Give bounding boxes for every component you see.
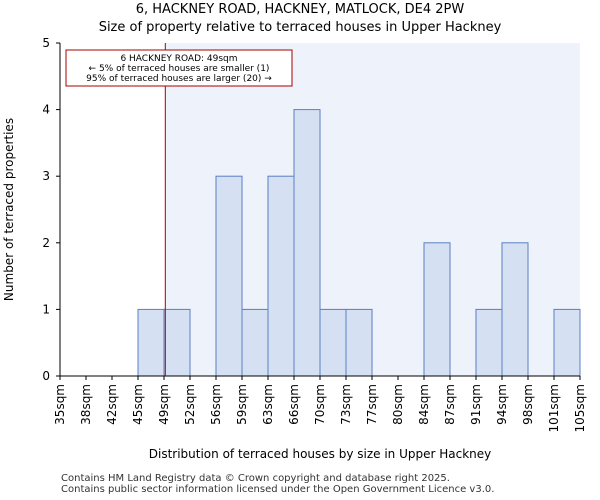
bar-91sqm [475, 308, 503, 377]
x-tick-label: 35sqm [53, 384, 67, 425]
annotation-box [65, 49, 293, 87]
bar-59sqm [241, 308, 269, 377]
x-tick-label: 38sqm [79, 384, 93, 425]
x-tick-label: 91sqm [469, 384, 483, 425]
x-tick-label: 101sqm [547, 384, 561, 432]
x-tick-label: 45sqm [131, 384, 145, 425]
bar-84sqm [423, 242, 451, 377]
x-tick-label: 59sqm [235, 384, 249, 425]
x-tick-label: 77sqm [365, 384, 379, 425]
bar-56sqm [215, 175, 243, 377]
y-tick-label: 5 [42, 36, 50, 50]
y-axis-title: Number of terraced properties [2, 118, 16, 301]
x-tick-label: 49sqm [157, 384, 171, 425]
annotation-line-1: 6 HACKNEY ROAD: 49sqm [120, 54, 237, 64]
footer-copyright: Contains HM Land Registry data © Crown c… [61, 473, 450, 484]
y-tick-label: 4 [42, 103, 50, 117]
x-tick-label: 73sqm [339, 384, 353, 425]
x-tick-label: 56sqm [209, 384, 223, 425]
annotation-line-3: 95% of terraced houses are larger (20) → [86, 74, 272, 84]
x-tick-label: 105sqm [573, 384, 587, 432]
x-tick-label: 52sqm [183, 384, 197, 425]
x-tick-label: 63sqm [261, 384, 275, 425]
x-tick-label: 84sqm [417, 384, 431, 425]
bar-101sqm [553, 308, 581, 377]
bar-73sqm [345, 308, 373, 377]
x-tick-label: 98sqm [521, 384, 535, 425]
bar-94sqm [501, 242, 529, 377]
bar-66sqm [293, 109, 321, 377]
bar-49sqm [163, 308, 191, 377]
x-tick-label: 66sqm [287, 384, 301, 425]
y-tick-label: 0 [42, 369, 50, 383]
bar-45sqm [137, 308, 165, 377]
annotation-line-2: ← 5% of terraced houses are smaller (1) [89, 64, 270, 74]
chart-subtitle: Size of property relative to terraced ho… [98, 20, 502, 35]
x-tick-label: 42sqm [105, 384, 119, 425]
x-tick-label: 87sqm [443, 384, 457, 425]
y-tick-label: 3 [42, 169, 50, 183]
x-axis-title: Distribution of terraced houses by size … [149, 447, 492, 461]
bar-70sqm [319, 308, 347, 377]
chart-title: 6, HACKNEY ROAD, HACKNEY, MATLOCK, DE4 2… [135, 2, 465, 17]
x-tick-label: 80sqm [391, 384, 405, 425]
bar-63sqm [267, 175, 295, 377]
x-tick-label: 70sqm [313, 384, 327, 425]
y-tick-label: 2 [42, 236, 50, 250]
y-tick-label: 1 [42, 302, 50, 316]
x-tick-label: 94sqm [495, 384, 509, 425]
footer-licence: Contains public sector information licen… [61, 484, 495, 495]
